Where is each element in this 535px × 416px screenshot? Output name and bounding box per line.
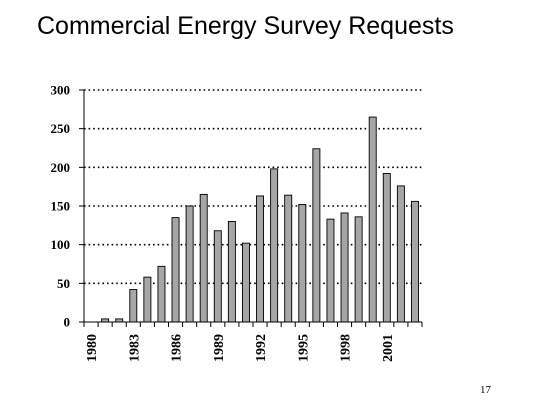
bar-1983 [129,289,138,323]
bar-1994 [284,194,293,323]
bar-1992 [256,195,265,323]
bar-2003 [410,200,419,323]
bar-1988 [199,193,208,323]
bar-1993 [270,168,279,323]
x-tick-label-1992: 1992 [254,334,269,362]
bar-1999 [354,216,363,323]
bar-2000 [368,116,377,323]
page-number: 17 [480,384,491,396]
y-tick-label-0: 0 [64,315,71,330]
y-tick-label-250: 250 [51,121,71,136]
bar-1996 [312,148,321,323]
grid-lines [84,89,422,285]
y-tick-labels: 0 50 100 150 200 250 300 [51,83,71,330]
bar-1985 [157,265,166,323]
bar-1986 [171,217,180,323]
x-tick-label-1989: 1989 [212,334,227,362]
bar-1991 [241,242,250,323]
x-tick-label-1983: 1983 [127,334,142,362]
chart-title: Commercial Energy Survey Requests [37,12,454,40]
x-tick-label-1980: 1980 [85,334,100,362]
y-tick-label-200: 200 [51,160,71,175]
y-tick-label-150: 150 [51,199,71,214]
y-tick-label-100: 100 [51,237,71,252]
bars [101,116,419,323]
bar-1987 [185,205,194,323]
bar-2001 [382,173,391,323]
x-tick-label-2001: 2001 [381,334,396,362]
x-tick-label-1998: 1998 [339,334,354,362]
x-tick-label-1986: 1986 [170,334,185,362]
y-tick-label-300: 300 [51,83,71,98]
y-tick-label-50: 50 [57,276,70,291]
bar-2002 [396,185,405,323]
x-tick-label-1995: 1995 [296,334,311,362]
x-tick-labels: 1980 1983 1986 1989 1992 1995 1998 2001 [85,334,396,362]
bar-1984 [143,276,152,323]
bar-1989 [213,230,222,323]
bar-1990 [227,221,236,323]
bar-1998 [340,212,349,323]
bar-1997 [326,218,335,323]
axes [79,89,423,327]
bar-1995 [298,204,307,323]
